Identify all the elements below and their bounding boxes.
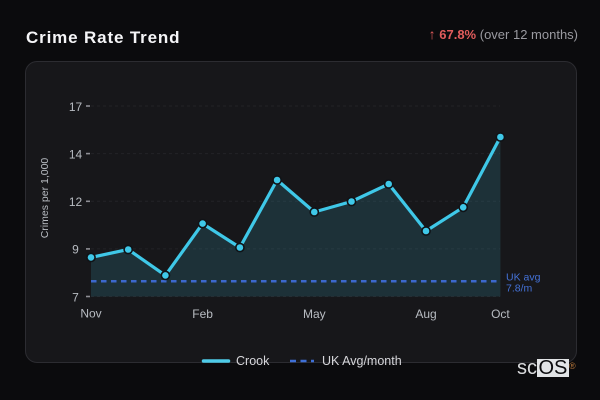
svg-text:May: May <box>303 307 326 321</box>
svg-text:Nov: Nov <box>80 307 101 321</box>
svg-text:Feb: Feb <box>192 307 213 321</box>
svg-text:7.8/m: 7.8/m <box>506 283 533 295</box>
svg-text:7: 7 <box>72 290 79 304</box>
svg-text:17: 17 <box>69 100 83 114</box>
svg-text:UK avg: UK avg <box>506 272 541 284</box>
svg-text:Aug: Aug <box>415 307 436 321</box>
svg-text:Crook: Crook <box>236 354 270 368</box>
svg-text:9: 9 <box>72 243 79 257</box>
svg-text:UK Avg/month: UK Avg/month <box>322 354 402 368</box>
svg-text:Oct: Oct <box>491 307 510 321</box>
svg-text:14: 14 <box>69 147 83 161</box>
svg-text:Crimes per 1,000: Crimes per 1,000 <box>39 158 51 239</box>
svg-text:12: 12 <box>69 195 83 209</box>
